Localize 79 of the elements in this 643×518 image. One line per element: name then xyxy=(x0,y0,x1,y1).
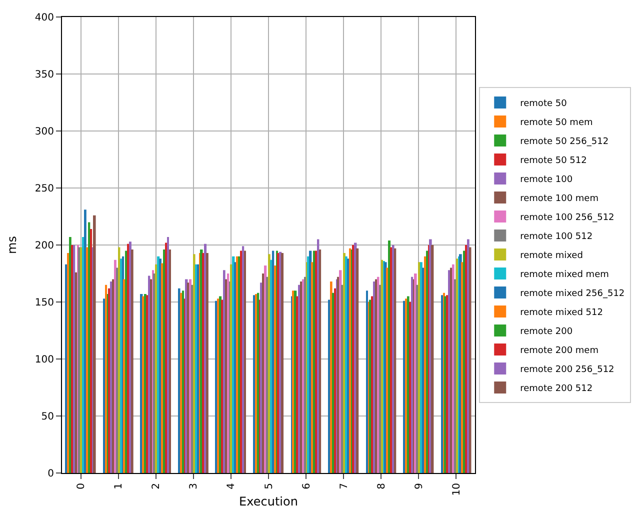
bar xyxy=(206,252,208,473)
bar xyxy=(105,284,108,473)
legend-label: remote 200 xyxy=(520,327,573,338)
y-tick-label: 400 xyxy=(34,12,54,24)
x-tick-label: 0 xyxy=(76,483,88,490)
bar xyxy=(225,279,228,473)
bar xyxy=(431,245,434,473)
bar xyxy=(411,276,414,473)
x-tick-label: 3 xyxy=(188,483,200,490)
bar xyxy=(394,248,396,473)
bar xyxy=(274,266,276,473)
bar xyxy=(426,250,428,473)
legend-label: remote 50 256_512 xyxy=(520,137,609,148)
bar xyxy=(409,302,412,473)
legend-label: remote 200 256_512 xyxy=(520,365,614,376)
bar xyxy=(366,290,368,473)
bar xyxy=(454,279,456,473)
legend-label: remote 50 mem xyxy=(520,118,593,128)
y-tick-label: 300 xyxy=(34,126,54,138)
bar xyxy=(75,272,78,473)
bar xyxy=(150,279,152,473)
bar xyxy=(88,222,90,473)
y-tick-label: 0 xyxy=(48,468,54,480)
legend-label: remote 100 512 xyxy=(520,232,593,242)
y-axis-title: ms xyxy=(5,236,20,254)
bar xyxy=(304,276,306,473)
bar xyxy=(319,250,322,473)
x-tick-label: 6 xyxy=(301,483,312,490)
bar xyxy=(356,248,359,473)
bar xyxy=(165,242,168,473)
bar xyxy=(469,247,472,473)
y-tick-label: 50 xyxy=(41,412,54,422)
legend-label: remote 50 512 xyxy=(520,156,587,166)
bar xyxy=(244,250,246,473)
bar xyxy=(93,215,96,473)
bar xyxy=(272,250,274,473)
legend-label: remote 50 xyxy=(520,99,568,110)
bar xyxy=(169,250,171,473)
legend-label: remote mixed 512 xyxy=(520,308,603,318)
legend-label: remote 200 mem xyxy=(520,346,598,356)
x-axis-title: Execution xyxy=(239,494,298,509)
legend-label: remote mixed xyxy=(520,251,583,262)
y-tick-label: 100 xyxy=(34,354,54,366)
x-tick-label: 7 xyxy=(338,483,350,490)
x-tick-label: 10 xyxy=(451,483,462,496)
x-tick-label: 2 xyxy=(151,483,162,490)
bar xyxy=(90,229,92,473)
bar xyxy=(240,250,242,473)
bar xyxy=(334,288,336,473)
x-tick-label: 1 xyxy=(114,483,125,490)
bar xyxy=(332,292,334,473)
x-tick-label: 4 xyxy=(226,483,238,490)
y-tick-label: 350 xyxy=(34,70,54,80)
y-tick-label: 200 xyxy=(34,240,54,252)
x-tick-label: 9 xyxy=(414,483,425,490)
x-tick-label: 5 xyxy=(264,483,275,490)
bar xyxy=(347,258,350,473)
bar xyxy=(120,258,122,473)
legend-label: remote mixed mem xyxy=(520,270,609,280)
legend-label: remote 200 512 xyxy=(520,384,593,394)
bar xyxy=(167,237,169,473)
y-tick-label: 150 xyxy=(34,298,54,308)
bar xyxy=(379,284,382,473)
bar xyxy=(441,295,444,473)
y-tick-label: 250 xyxy=(34,184,54,194)
legend-label: remote mixed 256_512 xyxy=(520,289,625,300)
bar xyxy=(424,256,426,473)
bar xyxy=(148,276,150,473)
legend-label: remote 100 xyxy=(520,175,573,186)
bar xyxy=(118,247,120,473)
x-tick-label: 8 xyxy=(376,483,388,490)
bar xyxy=(103,298,106,473)
bar xyxy=(317,239,320,473)
bar xyxy=(456,258,458,473)
legend-label: remote 100 mem xyxy=(520,194,598,204)
bar xyxy=(131,250,134,473)
bar xyxy=(227,274,230,473)
bar xyxy=(242,246,244,473)
legend-label: remote 100 256_512 xyxy=(520,213,614,224)
